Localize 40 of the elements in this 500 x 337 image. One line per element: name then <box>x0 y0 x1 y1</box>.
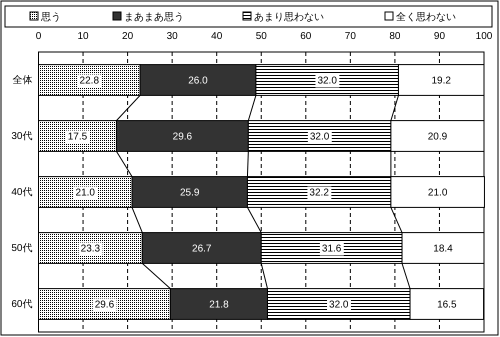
data-label: 26.7 <box>192 244 212 254</box>
y-tick-label: 60代 <box>11 299 32 310</box>
data-label: 21.0 <box>76 188 96 198</box>
data-label: 25.9 <box>180 188 200 198</box>
legend-label: 全く思わない <box>396 11 456 23</box>
x-tick-label: 0 <box>36 31 42 42</box>
x-tick-label: 30 <box>166 31 178 42</box>
y-tick-label: 全体 <box>12 74 32 86</box>
y-tick-label: 50代 <box>11 243 32 254</box>
data-label: 21.0 <box>428 188 448 198</box>
x-tick-label: 60 <box>300 31 312 42</box>
data-label: 26.0 <box>188 76 208 86</box>
data-label: 29.6 <box>94 300 115 310</box>
data-label: 18.4 <box>433 244 454 254</box>
x-tick-label: 90 <box>434 31 446 42</box>
data-label: 21.8 <box>209 300 230 310</box>
x-tick-label: 50 <box>256 31 268 42</box>
data-label: 19.2 <box>432 76 452 86</box>
x-tick-label: 20 <box>122 31 134 42</box>
data-label: 32.2 <box>309 188 330 198</box>
data-label: 16.5 <box>437 300 457 310</box>
legend-label: 思う <box>40 12 61 23</box>
data-label: 23.3 <box>80 244 101 254</box>
data-label: 32.0 <box>317 76 338 86</box>
data-label: 17.5 <box>68 132 88 142</box>
data-label: 32.0 <box>329 300 349 310</box>
x-tick-label: 80 <box>389 31 401 42</box>
legend-label: あまり思わない <box>254 12 324 23</box>
data-label: 31.6 <box>322 244 342 254</box>
x-tick-label: 10 <box>77 31 90 42</box>
data-label: 32.0 <box>310 132 330 142</box>
x-tick-label: 70 <box>344 31 356 42</box>
x-tick-label: 40 <box>211 31 223 42</box>
y-tick-label: 40代 <box>11 187 32 198</box>
data-label: 29.6 <box>172 132 193 142</box>
data-label: 22.8 <box>80 76 100 86</box>
data-label: 20.9 <box>428 132 448 142</box>
y-tick-label: 30代 <box>11 131 32 142</box>
legend-label: まあまあ思う <box>124 12 184 23</box>
x-tick-label: 100 <box>476 31 493 42</box>
